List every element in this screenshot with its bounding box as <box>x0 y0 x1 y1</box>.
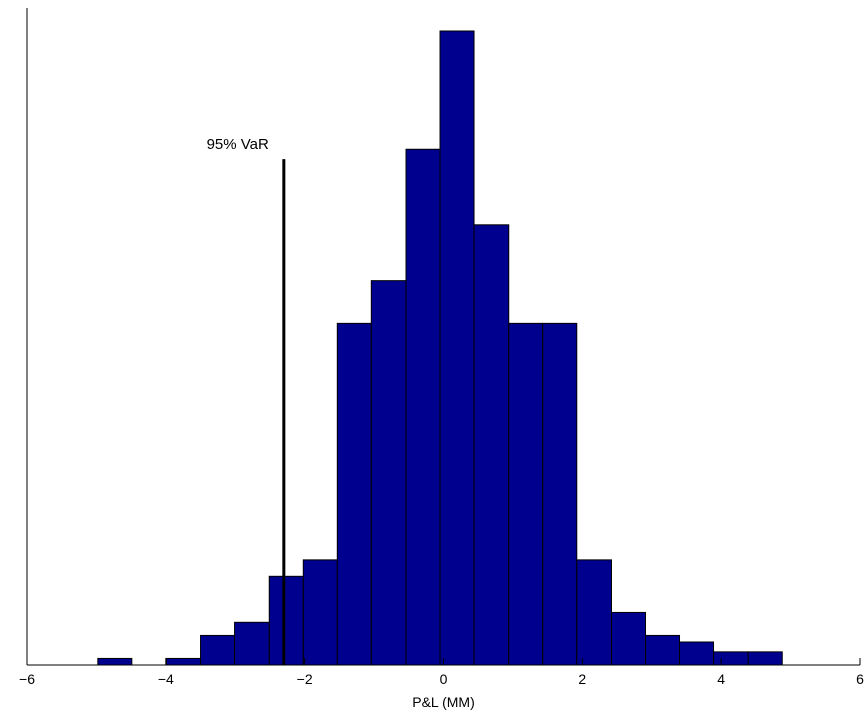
histogram-bar <box>439 30 475 666</box>
x-tick-label: 2 <box>578 671 586 687</box>
histogram-bar <box>473 224 510 666</box>
histogram-bar <box>679 641 715 666</box>
histogram-bar <box>713 651 749 666</box>
histogram-bar <box>302 559 338 666</box>
histogram-bars <box>97 30 783 666</box>
x-tick-label: −6 <box>19 671 35 687</box>
x-tick-label: 4 <box>717 671 725 687</box>
histogram-bar <box>166 657 202 666</box>
x-tick-label: 6 <box>856 671 864 687</box>
x-tick-label: −2 <box>297 671 313 687</box>
x-axis-ticks: −6 −4 −2 0 2 4 6 <box>19 658 864 687</box>
histogram-bar <box>610 611 647 666</box>
histogram-bar <box>370 280 407 666</box>
x-tick-label: 0 <box>440 671 448 687</box>
histogram-bar <box>576 559 612 666</box>
histogram-bar <box>200 634 236 666</box>
histogram-bar <box>336 322 372 666</box>
histogram-bar <box>97 657 133 666</box>
histogram-bar <box>268 575 304 666</box>
histogram-bar <box>542 322 578 666</box>
histogram-bar <box>508 322 544 666</box>
histogram-bar <box>645 634 681 666</box>
var-annotation-label: 95% VaR <box>207 136 269 153</box>
histogram-bar <box>405 148 441 666</box>
histogram-bar <box>747 651 783 666</box>
x-tick-label: −4 <box>158 671 174 687</box>
x-axis-label: P&L (MM) <box>412 694 474 710</box>
histogram-bar <box>234 621 270 666</box>
